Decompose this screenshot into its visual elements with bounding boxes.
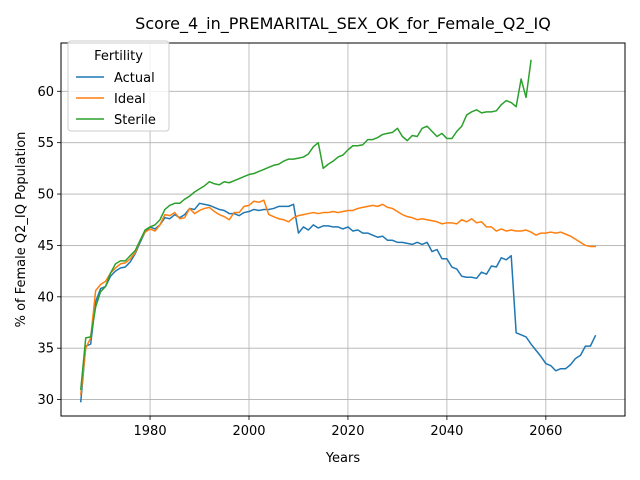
series-line-actual [79, 202, 597, 403]
legend-title: Fertility [94, 49, 143, 64]
y-tick-label: 30 [37, 393, 54, 408]
legend-items: Actual Ideal Sterile [76, 71, 156, 128]
series-line-sterile [79, 59, 532, 391]
legend-label-ideal: Ideal [114, 92, 146, 107]
y-tick-label: 55 [37, 136, 54, 151]
y-tick-label: 35 [37, 342, 54, 357]
series-lines [79, 59, 597, 403]
x-tick-label: 2040 [430, 424, 463, 439]
chart-title: Score_4_in_PREMARITAL_SEX_OK_for_Female_… [135, 14, 551, 34]
legend-box [67, 40, 170, 132]
legend-label-sterile: Sterile [114, 113, 156, 128]
y-tick-label: 45 [37, 239, 54, 254]
y-tick-label: 60 [37, 85, 54, 100]
series-line-ideal [79, 199, 597, 396]
y-axis-label: % of Female Q2_IQ Population [14, 132, 29, 328]
x-tick-label: 2020 [331, 424, 364, 439]
y-axis-ticks: 30 35 40 45 50 55 60 [37, 85, 61, 408]
y-tick-label: 50 [37, 188, 54, 203]
legend: Fertility Actual Ideal Sterile [67, 40, 170, 132]
x-axis-ticks: 1980 2000 2020 2040 2060 [134, 416, 562, 439]
grid-lines [61, 43, 625, 416]
x-tick-label: 2000 [232, 424, 265, 439]
legend-label-actual: Actual [114, 71, 155, 86]
x-axis-label: Years [325, 451, 361, 466]
plot-frame [60, 42, 626, 417]
x-tick-label: 2060 [529, 424, 562, 439]
x-tick-label: 1980 [134, 424, 167, 439]
y-tick-label: 40 [37, 290, 54, 305]
